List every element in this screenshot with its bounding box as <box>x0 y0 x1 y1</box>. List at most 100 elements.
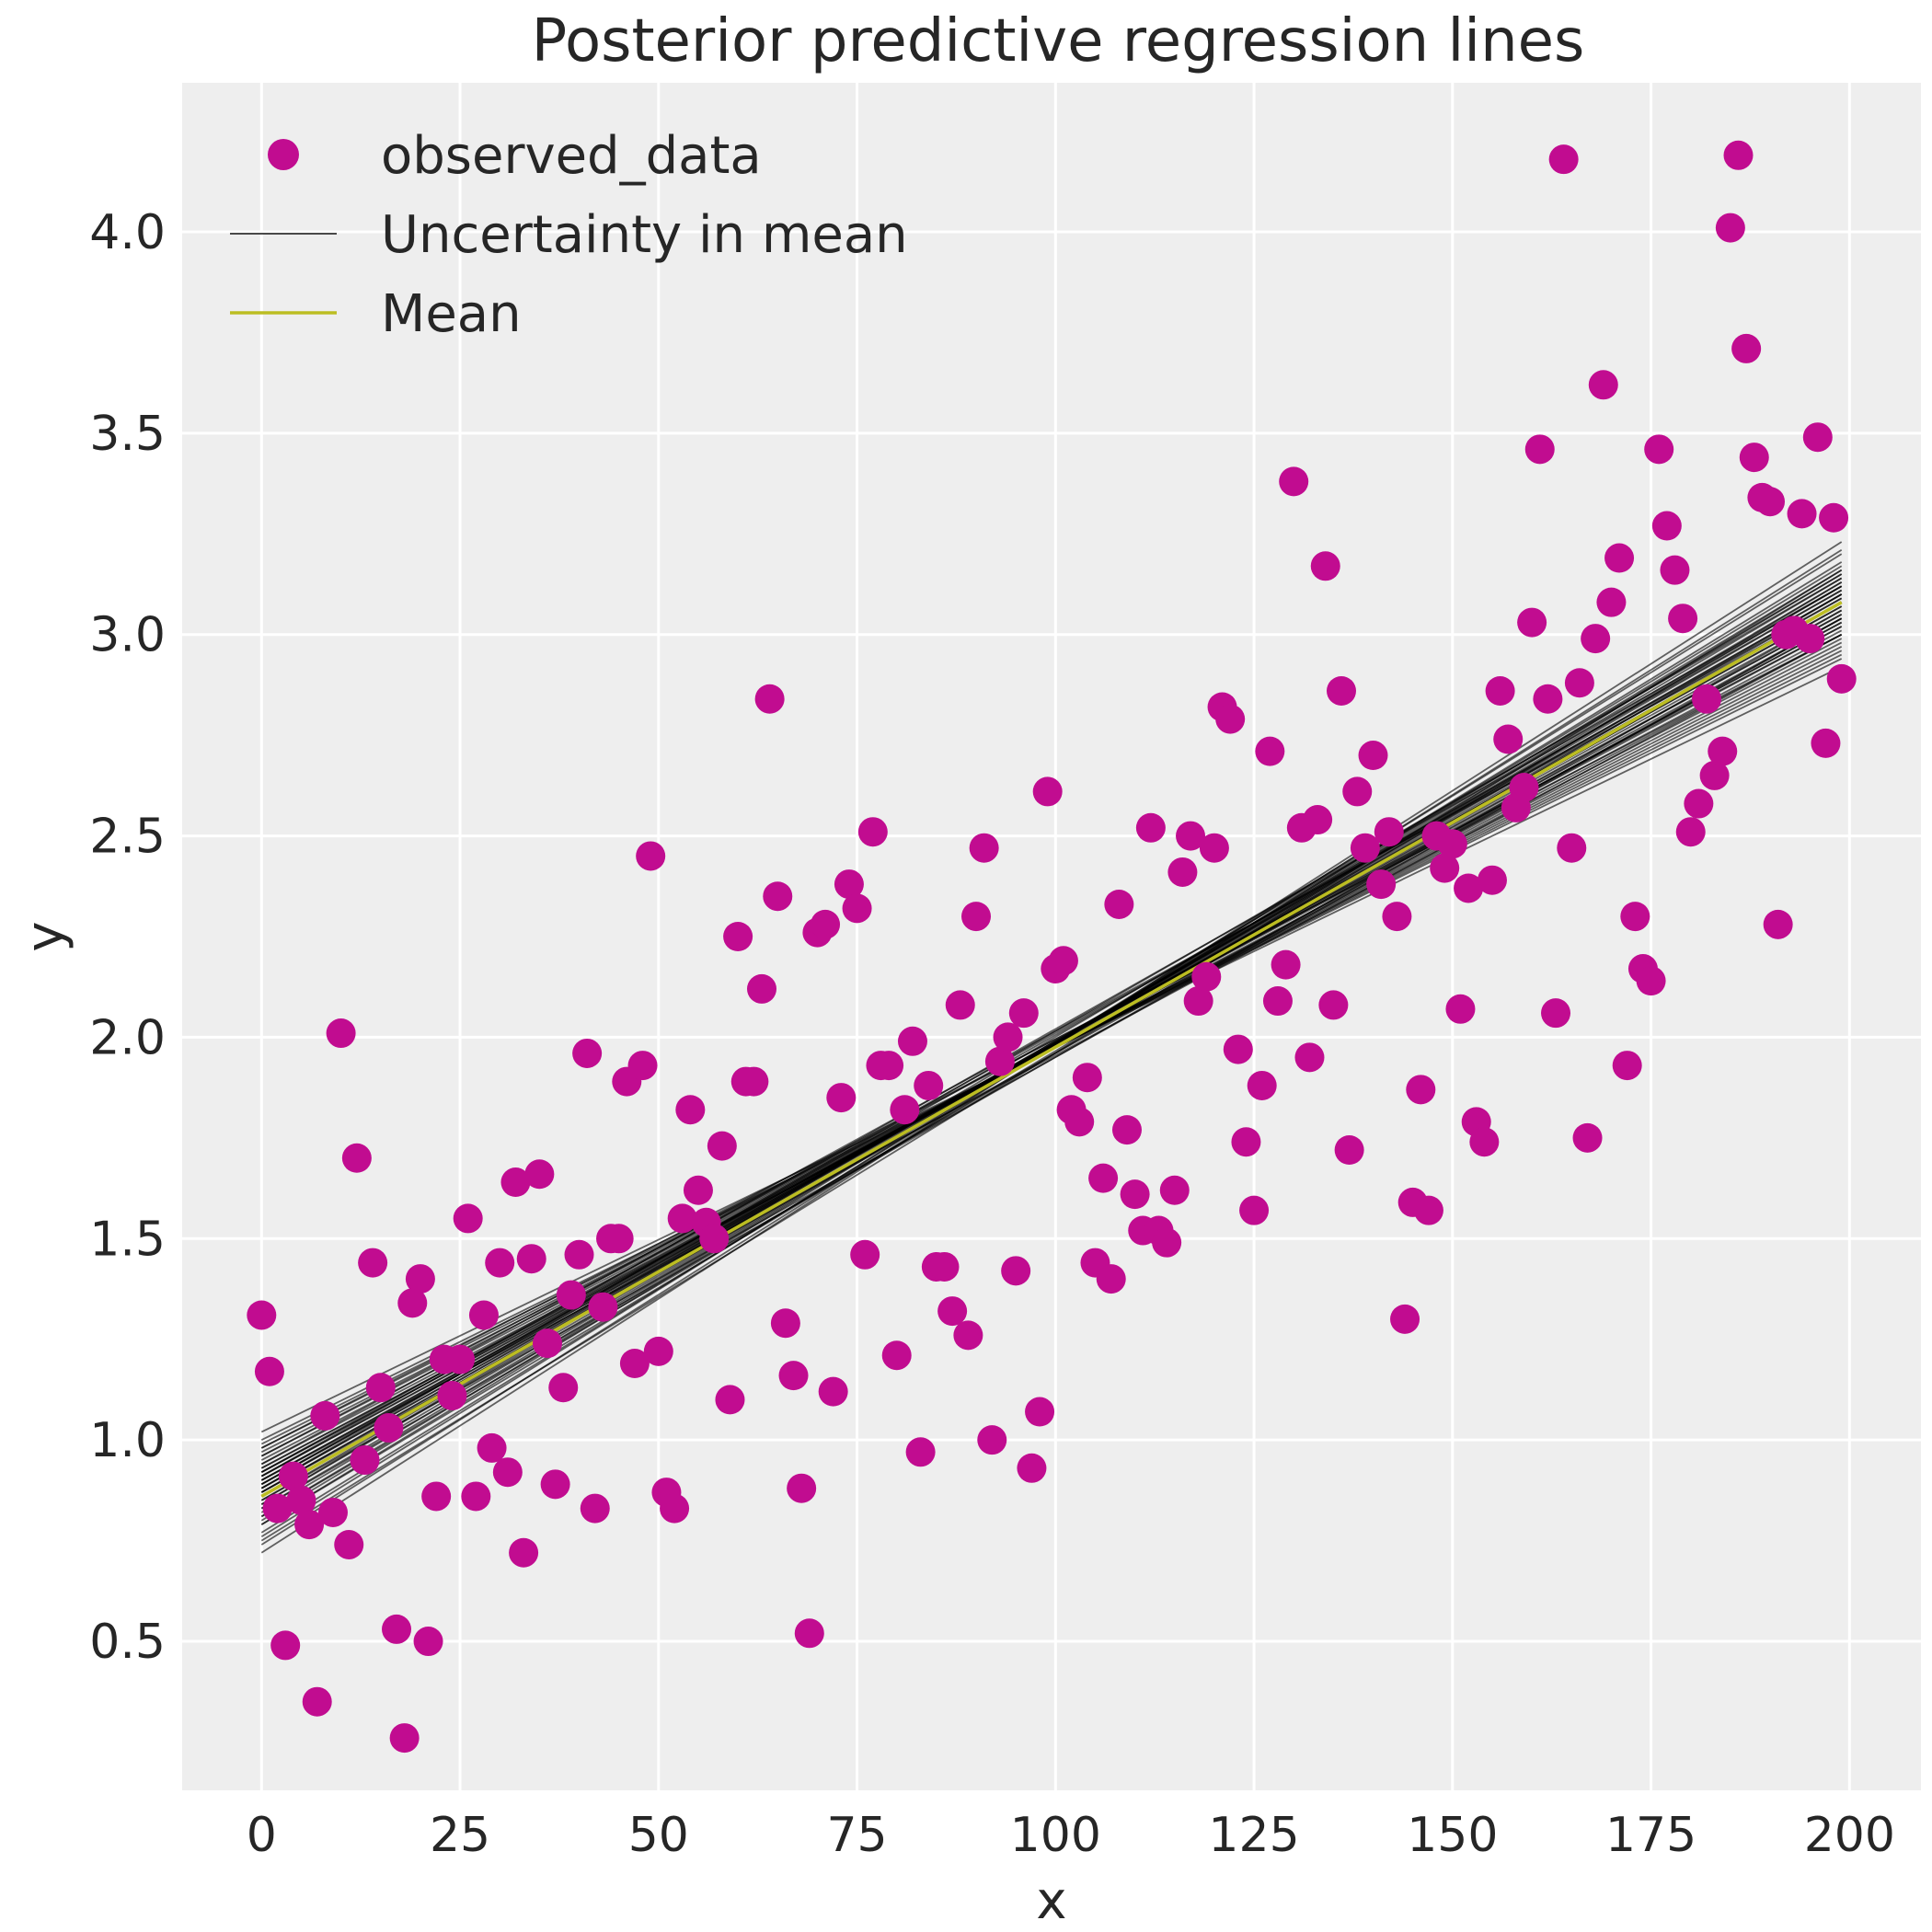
y-tick-label: 3.0 <box>89 608 166 663</box>
observed-point <box>350 1445 380 1476</box>
observed-point <box>984 1046 1015 1076</box>
y-axis-label: y <box>16 921 75 951</box>
observed-point <box>270 1630 301 1661</box>
observed-point <box>1199 833 1229 863</box>
observed-point <box>1541 998 1571 1029</box>
observed-point <box>580 1493 610 1524</box>
observed-point <box>294 1510 325 1540</box>
observed-point <box>1255 736 1285 766</box>
observed-point <box>1072 1063 1102 1093</box>
observed-point <box>1477 865 1507 895</box>
observed-point <box>905 1437 936 1467</box>
observed-point <box>929 1251 960 1282</box>
observed-point <box>1025 1397 1055 1427</box>
observed-point <box>1684 788 1714 819</box>
observed-point <box>977 1425 1007 1455</box>
observed-point <box>317 1497 348 1527</box>
observed-point <box>572 1038 603 1068</box>
observed-point <box>461 1481 491 1512</box>
observed-point <box>1445 994 1476 1024</box>
observed-point <box>1454 873 1484 903</box>
observed-point <box>723 922 753 951</box>
observed-point <box>1675 817 1706 847</box>
observed-point <box>1763 909 1793 939</box>
y-tick-label: 1.5 <box>89 1212 166 1267</box>
observed-point <box>636 841 666 871</box>
observed-point <box>326 1018 356 1049</box>
observed-point <box>1596 587 1627 617</box>
observed-point <box>1699 760 1730 790</box>
observed-point <box>365 1373 396 1403</box>
observed-point <box>445 1344 476 1374</box>
observed-point <box>1135 812 1166 843</box>
observed-point <box>382 1614 412 1644</box>
observed-point <box>667 1203 697 1234</box>
observed-point <box>1096 1264 1126 1294</box>
observed-point <box>548 1373 579 1403</box>
observed-point <box>477 1432 507 1463</box>
observed-point <box>1651 511 1682 541</box>
observed-point <box>374 1413 404 1443</box>
observed-point <box>302 1686 332 1717</box>
observed-point <box>1008 998 1039 1029</box>
chart-title: Posterior predictive regression lines <box>532 7 1585 75</box>
observed-point <box>1239 1195 1270 1225</box>
observed-point <box>1279 466 1309 497</box>
uncertainty-line <box>260 633 1843 1481</box>
observed-point <box>564 1239 594 1270</box>
observed-point <box>1517 607 1547 638</box>
x-tick-labels: 0 25 50 75 100 125 150 175 200 <box>247 1808 1895 1863</box>
observed-point <box>1564 668 1594 698</box>
observed-point <box>1604 543 1635 573</box>
observed-point <box>1557 833 1587 863</box>
observed-point <box>1644 434 1674 465</box>
observed-point <box>778 1361 809 1391</box>
observed-point <box>1167 857 1198 887</box>
observed-point <box>1262 986 1293 1017</box>
observed-point <box>1787 499 1817 529</box>
observed-point <box>874 1051 904 1081</box>
observed-point <box>1406 1075 1436 1105</box>
mean-line <box>260 601 1843 1498</box>
x-tick-label: 100 <box>1010 1808 1101 1863</box>
observed-point <box>1437 829 1467 859</box>
observed-point <box>1795 624 1825 654</box>
observed-point <box>492 1457 523 1488</box>
observed-point <box>1032 776 1063 807</box>
legend-label: Uncertainty in mean <box>381 205 908 265</box>
observed-point <box>660 1493 690 1524</box>
observed-point <box>747 973 776 1004</box>
observed-point <box>1247 1070 1277 1100</box>
observed-point <box>1334 1135 1364 1165</box>
observed-point <box>619 1349 650 1378</box>
observed-point <box>1271 949 1301 980</box>
observed-point <box>850 1239 880 1270</box>
observed-point <box>961 902 992 932</box>
observed-point <box>1572 1122 1603 1153</box>
observed-point <box>1715 213 1745 243</box>
observed-point <box>1342 776 1373 807</box>
observed-point <box>1176 821 1206 851</box>
observed-point <box>485 1248 515 1278</box>
observed-point <box>715 1385 745 1415</box>
observed-point <box>540 1469 570 1500</box>
observed-point <box>334 1529 364 1559</box>
observed-point <box>1183 986 1213 1017</box>
mean-line-group <box>260 601 1843 1498</box>
observed-point <box>1152 1227 1182 1258</box>
observed-point <box>1111 1115 1142 1145</box>
observed-point <box>588 1292 618 1322</box>
uncertainty-line <box>260 589 1843 1486</box>
y-tick-label: 0.5 <box>89 1615 166 1670</box>
observed-point <box>643 1336 673 1366</box>
observed-points <box>247 140 1857 1754</box>
observed-point <box>1691 684 1721 714</box>
uncertainty-line <box>260 585 1843 1478</box>
observed-point <box>1223 1034 1253 1064</box>
observed-point <box>1430 853 1460 883</box>
observed-point <box>1493 724 1524 754</box>
observed-point <box>1588 370 1618 400</box>
y-tick-label: 1.0 <box>89 1413 166 1468</box>
observed-point <box>468 1300 499 1330</box>
